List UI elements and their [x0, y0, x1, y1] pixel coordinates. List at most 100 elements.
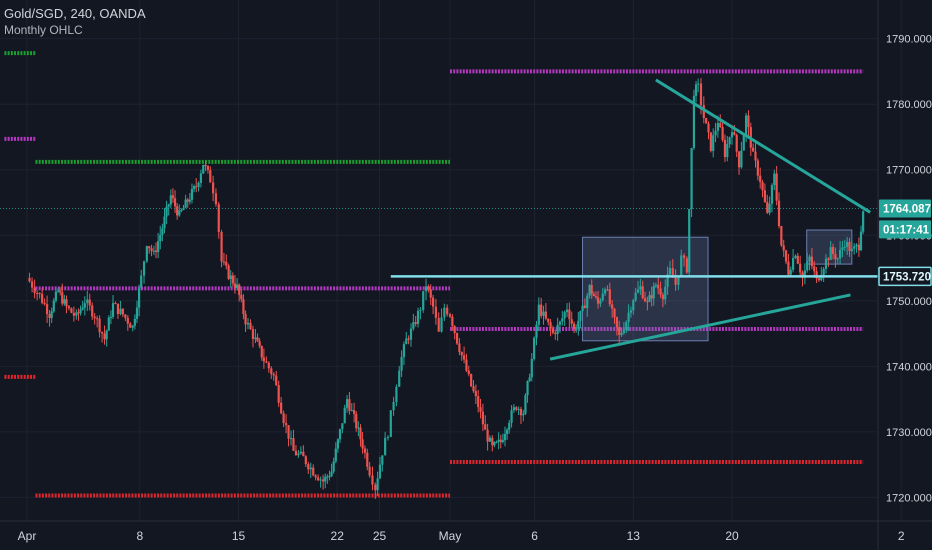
candle-body [409, 328, 413, 340]
candle-body [761, 182, 764, 191]
candle-body [38, 292, 41, 294]
candle-body [50, 311, 53, 318]
candle-body [392, 401, 395, 411]
candle-body [735, 134, 738, 152]
candle-body [307, 464, 310, 470]
candle-body [227, 265, 230, 279]
candle-body [431, 297, 435, 307]
candle-body [235, 284, 239, 288]
candle-body [648, 295, 651, 302]
candle-body [528, 377, 531, 382]
candle-body [142, 261, 146, 276]
candle-body [822, 268, 825, 275]
candle-body [309, 467, 312, 470]
candle-body [773, 173, 776, 186]
candle-body [355, 413, 358, 429]
candle-body [789, 269, 792, 275]
candle-body [853, 246, 856, 249]
candle-body [262, 357, 265, 362]
candle-body [579, 311, 582, 321]
candle-body [756, 160, 759, 176]
candle-body [384, 437, 387, 456]
candle-body [747, 115, 750, 128]
study-label[interactable]: Monthly OHLC [4, 23, 83, 37]
candle-body [777, 200, 781, 227]
candle-body [154, 250, 158, 253]
time-tick-label: 13 [627, 529, 641, 543]
candle-body [625, 322, 628, 331]
candle-body [359, 427, 362, 440]
candle-body [501, 440, 504, 443]
candle-body [752, 147, 755, 152]
candle-body [484, 424, 487, 430]
candle-body [688, 208, 691, 273]
candle-body [165, 206, 168, 217]
candle-body [317, 477, 320, 481]
candle-body [836, 258, 839, 260]
candle-body [416, 310, 420, 324]
candle-body [723, 139, 727, 158]
candle-body [848, 241, 851, 252]
candle-body [334, 448, 337, 462]
candle-body [96, 318, 99, 320]
candle-body [114, 303, 117, 305]
candle-body [586, 295, 589, 309]
candle-body [176, 206, 179, 216]
candle-body [796, 255, 799, 264]
candle-body [419, 309, 422, 311]
candle-body [140, 275, 143, 288]
candle-body [443, 307, 446, 318]
candle-body [109, 316, 112, 318]
candle-body [472, 386, 475, 392]
candle-body [322, 479, 325, 482]
trendline-drawing [655, 78, 871, 214]
candle-body [810, 256, 813, 267]
candle-body [601, 293, 604, 301]
candle-body [412, 322, 415, 329]
candle-body [841, 247, 844, 250]
candle-body [570, 319, 573, 324]
candle-body [98, 318, 101, 333]
candle-body [674, 277, 677, 285]
candle-body [67, 306, 71, 309]
candle-body [857, 244, 860, 251]
candle-body [206, 166, 210, 170]
time-tick-label: 25 [373, 529, 387, 543]
candle-body [581, 305, 584, 312]
candle-body [544, 311, 547, 319]
candle-body [292, 438, 295, 451]
candle-body [533, 337, 536, 359]
candle-body [690, 148, 693, 209]
candle-body [668, 268, 672, 275]
price-tick-label: 1790.000 [886, 34, 932, 46]
candle-body [554, 332, 557, 335]
chart-grid [0, 0, 902, 521]
candle-body [161, 228, 164, 235]
time-tick-label: 2 [898, 529, 905, 543]
candle-body [381, 455, 384, 465]
candlesticks [28, 78, 865, 499]
candle-body [186, 199, 189, 202]
candle-body [275, 375, 278, 386]
candle-body [105, 330, 108, 340]
candle-body [437, 317, 440, 332]
time-tick-label: 15 [232, 529, 246, 543]
candle-body [242, 299, 245, 314]
candle-body [284, 423, 288, 426]
price-label-text: 1764.087 [883, 203, 931, 215]
candle-body [133, 318, 136, 326]
candle-body [152, 250, 155, 252]
candle-body [434, 306, 437, 318]
symbol-title[interactable]: Gold/SGD, 240, OANDA [4, 6, 146, 21]
candle-body [246, 322, 250, 325]
candle-body [336, 439, 340, 449]
candle-body [190, 189, 194, 200]
candle-body [395, 386, 398, 402]
candle-body [244, 313, 247, 325]
candle-body [794, 255, 797, 258]
candle-body [850, 248, 853, 252]
candle-body [652, 285, 655, 299]
candle-body [389, 410, 392, 437]
candle-body [801, 272, 804, 278]
